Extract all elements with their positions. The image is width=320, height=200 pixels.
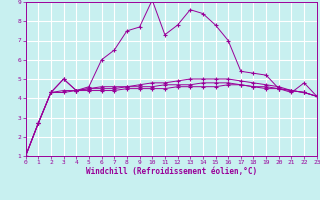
X-axis label: Windchill (Refroidissement éolien,°C): Windchill (Refroidissement éolien,°C) <box>86 167 257 176</box>
